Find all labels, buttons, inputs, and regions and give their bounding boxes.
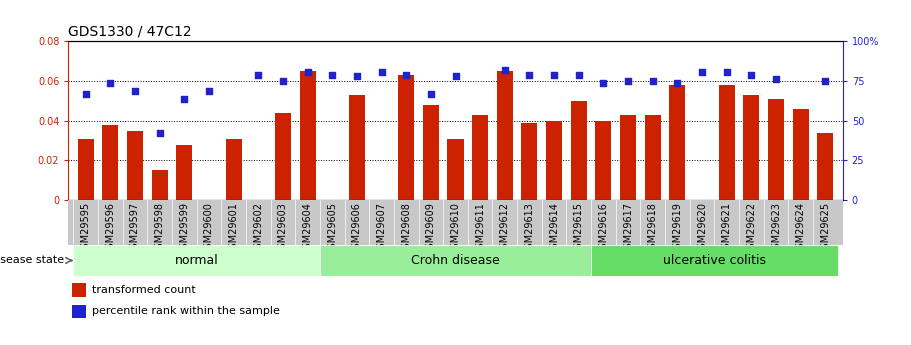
Text: GSM29605: GSM29605 — [327, 202, 337, 255]
Point — [620, 78, 635, 84]
Bar — [300, 71, 315, 200]
Text: GSM29603: GSM29603 — [278, 202, 288, 255]
Text: GSM29615: GSM29615 — [574, 202, 584, 255]
Text: GSM29598: GSM29598 — [155, 202, 165, 255]
Text: GSM29608: GSM29608 — [401, 202, 411, 255]
Text: GSM29620: GSM29620 — [697, 202, 707, 255]
Bar — [719, 85, 735, 200]
Text: percentile rank within the sample: percentile rank within the sample — [91, 306, 280, 316]
Bar — [77, 139, 94, 200]
Point — [646, 78, 660, 84]
Bar — [447, 139, 464, 200]
Bar — [743, 95, 760, 200]
Text: GSM29611: GSM29611 — [476, 202, 486, 255]
Bar — [768, 99, 784, 200]
Point — [128, 88, 142, 93]
Point — [424, 91, 438, 97]
Text: GSM29614: GSM29614 — [549, 202, 559, 255]
Point — [103, 80, 118, 86]
Bar — [472, 115, 488, 200]
Text: GSM29624: GSM29624 — [795, 202, 805, 255]
Text: GSM29602: GSM29602 — [253, 202, 263, 255]
Text: GSM29596: GSM29596 — [106, 202, 116, 255]
Point — [78, 91, 93, 97]
Text: GSM29616: GSM29616 — [599, 202, 609, 255]
Text: GSM29600: GSM29600 — [204, 202, 214, 255]
Text: GDS1330 / 47C12: GDS1330 / 47C12 — [68, 25, 192, 39]
Bar — [275, 113, 291, 200]
Text: GSM29621: GSM29621 — [722, 202, 732, 255]
Point — [448, 73, 463, 79]
Bar — [423, 105, 439, 200]
Point — [177, 96, 191, 101]
Point — [374, 69, 389, 74]
Text: Crohn disease: Crohn disease — [411, 254, 500, 267]
Text: transformed count: transformed count — [91, 285, 195, 295]
Point — [251, 72, 265, 78]
Bar — [571, 101, 587, 200]
Bar — [546, 121, 562, 200]
Text: GSM29601: GSM29601 — [229, 202, 239, 255]
Text: GSM29609: GSM29609 — [425, 202, 435, 255]
Text: disease state: disease state — [0, 256, 64, 265]
Bar — [521, 123, 537, 200]
Text: GSM29622: GSM29622 — [746, 202, 756, 255]
Text: GSM29597: GSM29597 — [130, 202, 140, 255]
Point — [201, 88, 216, 93]
Point — [744, 72, 759, 78]
Bar — [226, 139, 241, 200]
Bar — [620, 115, 636, 200]
Point — [301, 69, 315, 74]
Text: GSM29612: GSM29612 — [500, 202, 510, 255]
Text: GSM29623: GSM29623 — [771, 202, 781, 255]
Point — [571, 72, 586, 78]
Text: GSM29606: GSM29606 — [352, 202, 362, 255]
Bar — [817, 132, 834, 200]
Text: GSM29613: GSM29613 — [525, 202, 535, 255]
Text: GSM29625: GSM29625 — [821, 202, 831, 255]
Bar — [398, 75, 415, 200]
Point — [399, 72, 414, 78]
Bar — [127, 131, 143, 200]
Bar — [349, 95, 365, 200]
Point — [596, 80, 610, 86]
Point — [720, 69, 734, 74]
Bar — [102, 125, 118, 200]
Point — [695, 69, 710, 74]
Point — [152, 131, 167, 136]
Point — [522, 72, 537, 78]
Bar — [72, 283, 87, 297]
Bar — [151, 170, 168, 200]
Point — [497, 67, 512, 73]
Text: GSM29617: GSM29617 — [623, 202, 633, 255]
Bar — [591, 245, 838, 276]
Bar — [596, 121, 611, 200]
Point — [769, 77, 783, 82]
Bar — [670, 85, 685, 200]
Text: normal: normal — [175, 254, 219, 267]
Text: GSM29599: GSM29599 — [179, 202, 189, 255]
Bar — [793, 109, 809, 200]
Text: GSM29618: GSM29618 — [648, 202, 658, 255]
Text: GSM29595: GSM29595 — [80, 202, 90, 255]
Text: GSM29619: GSM29619 — [672, 202, 682, 255]
Bar — [496, 71, 513, 200]
Point — [350, 73, 364, 79]
Text: GSM29607: GSM29607 — [376, 202, 386, 255]
Point — [276, 78, 291, 84]
Bar — [645, 115, 660, 200]
Point — [547, 72, 561, 78]
Point — [818, 78, 833, 84]
Point — [325, 72, 340, 78]
Bar — [320, 245, 591, 276]
Text: GSM29610: GSM29610 — [451, 202, 460, 255]
Point — [670, 80, 685, 86]
Bar — [73, 245, 320, 276]
Text: GSM29604: GSM29604 — [302, 202, 312, 255]
Bar — [72, 305, 87, 318]
Bar — [176, 145, 192, 200]
Text: ulcerative colitis: ulcerative colitis — [663, 254, 766, 267]
